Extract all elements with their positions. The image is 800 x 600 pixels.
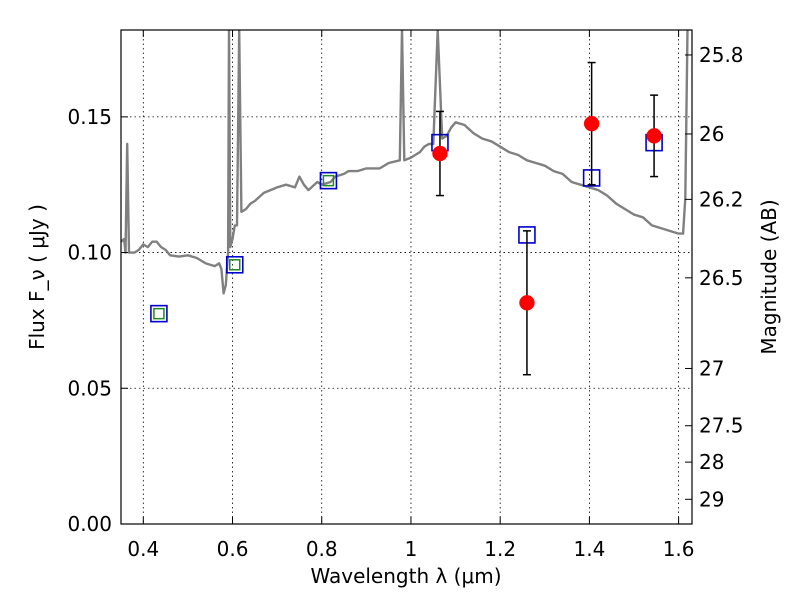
model-square [150,304,168,323]
y2-tick-label: 25.8 [699,43,744,67]
y-tick-label: 0.05 [67,376,112,400]
x-tick-label: 1.2 [484,537,516,561]
y2-axis-label: Magnitude (AB) [757,199,781,354]
observed-point [432,145,448,162]
x-tick-label: 1.4 [573,537,605,561]
y2-tick-label: 29 [699,487,724,511]
model-inner-square [153,307,165,320]
plot-frame [120,29,693,525]
y-tick-label: 0.15 [67,105,112,129]
x-tick-label: 1 [405,537,418,561]
observed-point [583,115,600,132]
x-tick-label: 0.6 [217,537,249,561]
y2-tick-label: 27 [699,356,724,380]
axis-ticks: 0.4 0.6 0.8 1 1.2 1.4 1.6 0.00 0.05 0.10 0.15 25.8 2… [67,30,744,561]
x-tick-label: 1.6 [663,537,695,561]
y-tick-label: 0.00 [67,512,112,536]
model-square [319,171,338,190]
y2-tick-label: 28 [699,450,724,474]
model-inner-square [229,259,241,271]
observed-point [519,295,535,311]
template-spectrum-line [121,30,689,295]
template-spectrum-group [121,30,689,295]
x-tick-label: 0.8 [306,537,338,561]
model-inner-square [322,174,335,187]
y-axis-label: Flux F_ν ( μJy ) [25,204,49,350]
y2-tick-label: 27.5 [699,414,744,438]
x-axis-label: Wavelength λ (μm) [310,564,501,588]
grid [121,30,692,524]
y2-tick-label: 26 [699,122,724,146]
y2-tick-label: 26.2 [699,187,744,211]
x-tick-label: 0.4 [127,537,159,561]
y2-tick-label: 26.5 [699,266,744,290]
photometry-marks [150,61,663,376]
y-tick-label: 0.10 [67,241,112,265]
observed-point [646,128,662,144]
model-square [225,255,244,274]
